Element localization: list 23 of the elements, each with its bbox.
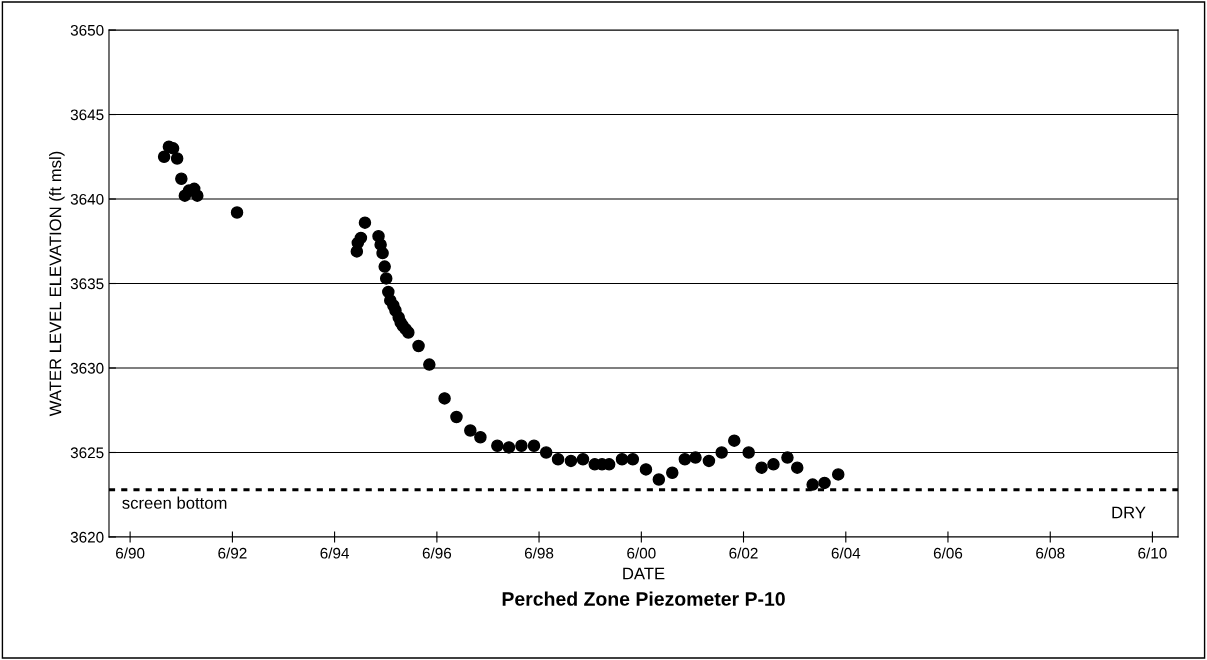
x-tick-label: 6/92 xyxy=(218,547,247,559)
x-tick-label: 6/08 xyxy=(1036,547,1065,559)
x-tick-label: 6/00 xyxy=(627,547,656,559)
y-tick-label: 3650 xyxy=(70,24,104,36)
y-tick-label: 3625 xyxy=(70,447,104,459)
x-tick-label: 6/94 xyxy=(320,547,350,559)
annotation: DRY xyxy=(1112,506,1146,519)
x-tick-label: 6/98 xyxy=(524,547,554,559)
x-tick-label: 6/02 xyxy=(729,547,758,559)
y-tick-label: 3645 xyxy=(70,109,104,121)
y-tick-label: 3640 xyxy=(70,193,104,205)
y-tick-label: 3630 xyxy=(70,362,104,374)
x-tick-label: 6/10 xyxy=(1138,547,1167,559)
x-tick-label: 6/96 xyxy=(422,547,452,559)
x-tick-label: 6/06 xyxy=(933,547,963,559)
x-tick-label: 6/04 xyxy=(831,547,861,559)
y-tick-label: 3620 xyxy=(70,531,104,543)
y-axis-title: WATER LEVEL ELEVATION (ft msl) xyxy=(49,151,65,417)
y-tick-label: 3635 xyxy=(70,278,104,290)
text: Perched Zone Piezometer P-10 xyxy=(502,591,785,606)
ref-line-label: screen bottom xyxy=(122,496,227,509)
x-axis-title: DATE xyxy=(623,567,665,580)
x-tick-label: 6/90 xyxy=(116,547,145,559)
